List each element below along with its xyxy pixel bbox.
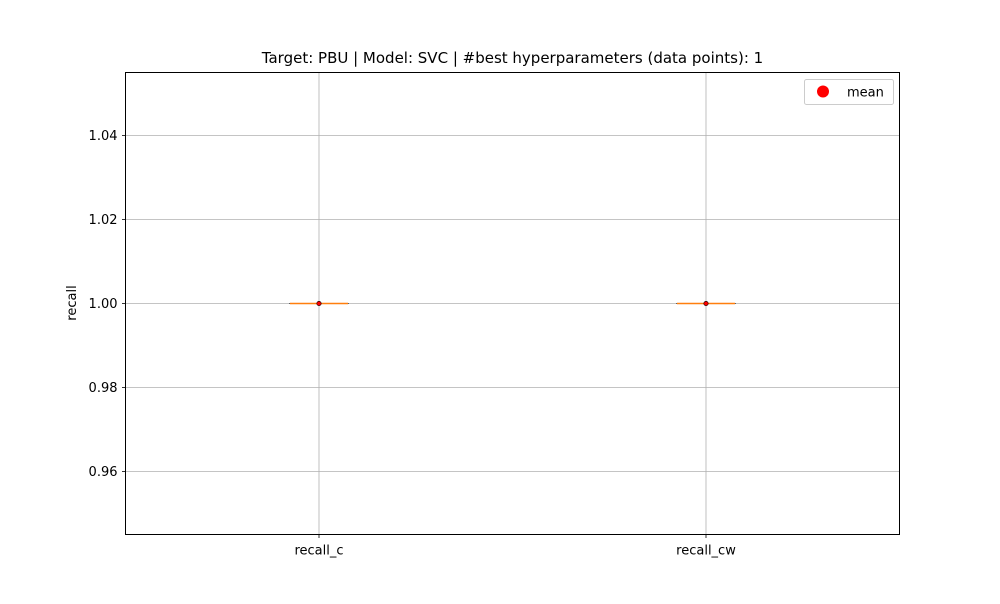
x-tick-label: recall_c	[294, 544, 343, 559]
legend-mean-label: mean	[847, 86, 884, 101]
y-tick-label: 0.98	[89, 381, 118, 396]
y-tick-label: 1.02	[89, 213, 118, 228]
y-tick-label: 1.00	[89, 297, 118, 312]
legend: mean	[805, 80, 894, 105]
y-tick-label: 1.04	[89, 129, 118, 144]
axes: 0.96 0.98 1.00 1.02 1.04 recall_c recall_cw	[89, 129, 737, 559]
y-axis-label: recall	[65, 285, 80, 320]
mean-marker	[317, 301, 321, 305]
x-tick-label: recall_cw	[676, 544, 736, 559]
chart-title: Target: PBU | Model: SVC | #best hyperpa…	[261, 49, 763, 67]
grid-lines	[126, 73, 900, 535]
mean-marker	[704, 301, 708, 305]
y-tick-label: 0.96	[89, 465, 118, 480]
legend-mean-marker	[817, 86, 829, 98]
